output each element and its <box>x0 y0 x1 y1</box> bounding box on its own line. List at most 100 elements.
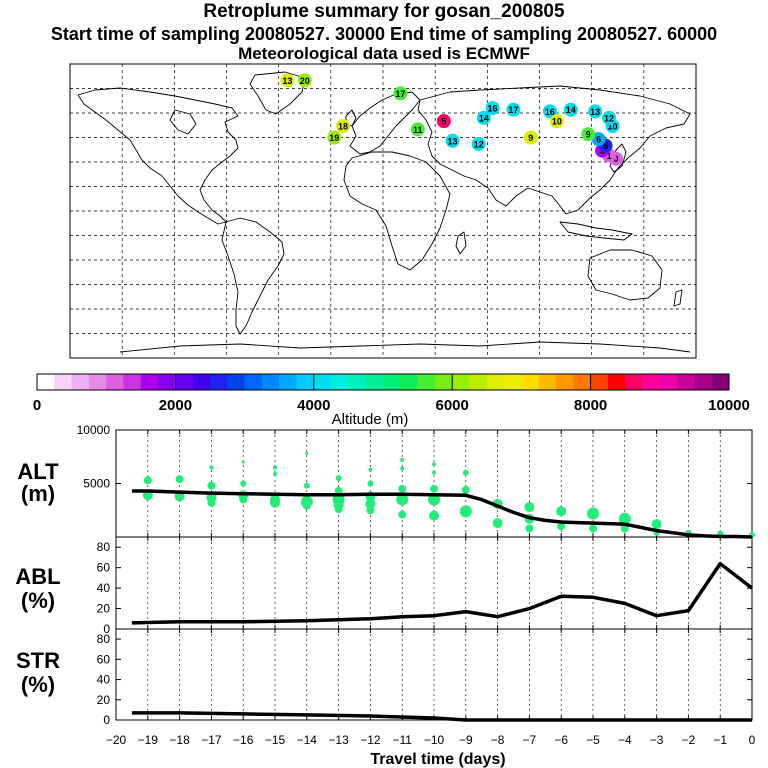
plume-marker-label: 13 <box>590 107 600 117</box>
colorbar-swatch <box>711 374 730 390</box>
alt-point <box>557 522 566 531</box>
plume-marker <box>602 110 617 125</box>
plume-marker <box>393 86 408 101</box>
plume-marker-label: 17 <box>395 89 405 99</box>
plume-marker <box>297 73 312 88</box>
alt-point <box>492 518 503 529</box>
plume-marker <box>336 119 351 134</box>
coast-australia <box>587 249 663 301</box>
colorbar-swatch <box>434 374 453 390</box>
plume-marker <box>471 137 486 152</box>
x-tick-label: −20 <box>106 733 127 747</box>
plume-marker <box>588 104 603 119</box>
plume-marker-label: 5 <box>441 117 446 127</box>
alt-point <box>459 505 472 518</box>
plume-marker <box>506 102 521 117</box>
alt-point <box>556 506 567 517</box>
x-tick-label: −3 <box>650 733 664 747</box>
x-axis: −20 −19 −18 −17 −16 −15 −14 −13 −12 −11 −10 −9 −8 −7−… <box>106 733 756 747</box>
colorbar-tick-label: 8000 <box>574 397 607 414</box>
map-graticule <box>70 64 696 358</box>
alt-point <box>303 482 310 489</box>
y-tick-label: 40 <box>97 673 111 687</box>
panel-ylabel: STR <box>16 648 60 673</box>
y-tick-label: 40 <box>97 581 111 595</box>
alt-point <box>305 452 309 456</box>
x-tick-label: −5 <box>586 733 600 747</box>
colorbar-tick-label: 2000 <box>159 397 192 414</box>
coast-antarctica <box>119 341 691 353</box>
retroplume-markers: 0135691012131416171614131211191820131791… <box>280 73 624 166</box>
colorbar-swatch <box>417 374 436 390</box>
alt-point <box>429 510 439 521</box>
plume-marker-label: 19 <box>329 133 339 143</box>
plume-marker-label: 13 <box>448 136 458 146</box>
y-tick-label: 5000 <box>83 477 110 491</box>
plume-marker <box>485 101 500 116</box>
colorbar-swatch <box>504 374 522 390</box>
colorbar-swatch <box>192 374 211 390</box>
plume-marker-label: 17 <box>508 105 518 115</box>
x-tick-label: −7 <box>523 733 537 747</box>
alt-point <box>400 457 405 462</box>
y-tick-label: 60 <box>97 561 111 575</box>
y-tick-label: 20 <box>97 602 111 616</box>
y-tick-label: 20 <box>97 693 111 707</box>
plume-marker-label: 12 <box>604 113 614 123</box>
plume-marker-label: 20 <box>300 76 310 86</box>
y-tick-label: 80 <box>97 540 111 554</box>
x-tick-label: −16 <box>233 733 254 747</box>
abl-line <box>131 561 754 625</box>
plume-marker <box>563 102 578 117</box>
alt-point <box>396 493 409 506</box>
alt-point <box>207 481 216 490</box>
world-map: 0135691012131416171614131211191820131791… <box>69 63 697 359</box>
colorbar-swatch <box>313 374 332 390</box>
y-tick-label: 0 <box>103 713 110 727</box>
alt-point <box>366 506 375 515</box>
plume-marker <box>410 122 425 137</box>
alt-point <box>524 502 535 513</box>
colorbar-swatch <box>158 374 176 390</box>
alt-point <box>239 495 248 504</box>
x-tick-label: −2 <box>682 733 696 747</box>
plume-marker-label: 1 <box>607 151 612 161</box>
alt-point <box>589 524 597 533</box>
colorbar-swatch <box>227 374 245 390</box>
colorbar-swatch <box>694 374 713 390</box>
colorbar-swatch <box>400 374 418 390</box>
alt-point <box>335 475 342 482</box>
colorbar-tick-label: 6000 <box>436 397 469 414</box>
alt-panel: 5000 10000 ALT(m) <box>17 423 755 539</box>
panel-ylabel-unit: (m) <box>21 481 55 506</box>
coast-south-america <box>221 217 285 335</box>
alt-point <box>432 462 436 467</box>
coast-indonesia <box>559 221 633 241</box>
alt-point <box>241 460 245 464</box>
panel-ylabel: ABL <box>15 564 60 589</box>
colorbar-swatch <box>677 374 695 390</box>
y-tick-label: 80 <box>97 632 111 646</box>
coastlines <box>77 71 691 353</box>
plume-marker-label: 6 <box>596 135 601 145</box>
colorbar-swatch <box>244 374 263 390</box>
coast-japan <box>609 143 627 173</box>
alt-point <box>302 501 311 510</box>
alt-point <box>620 524 629 533</box>
coast-north-america <box>77 87 239 225</box>
colorbar-swatch <box>296 374 315 390</box>
plume-marker-label: 16 <box>488 104 498 114</box>
plume-marker-label: 11 <box>413 125 423 135</box>
colorbar-swatch <box>538 374 557 390</box>
alt-point <box>430 484 438 493</box>
colorbar-swatch <box>140 374 159 390</box>
colorbar-swatch <box>123 374 142 390</box>
plume-marker-label: 9 <box>528 133 533 143</box>
alt-point <box>365 498 376 509</box>
alt-point <box>367 480 374 487</box>
plume-marker <box>476 110 491 125</box>
plume-marker <box>591 132 606 147</box>
plume-marker-label: 14 <box>479 113 489 123</box>
alt-point <box>240 480 247 487</box>
